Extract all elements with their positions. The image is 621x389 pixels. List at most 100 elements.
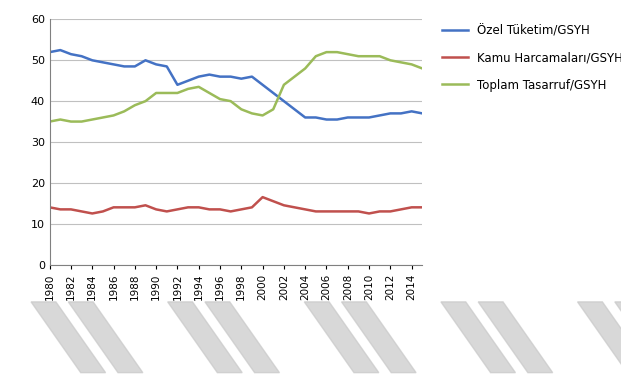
- Toplam Tasarruf/GSYH: [78, 119, 85, 124]
- Polygon shape: [68, 302, 143, 373]
- Kamu Harcamaları/GSYH: [216, 207, 224, 212]
- Polygon shape: [478, 302, 553, 373]
- Toplam Tasarruf/GSYH: [46, 119, 53, 124]
- Özel Tüketim/GSYH: [291, 107, 298, 112]
- Kamu Harcamaları/GSYH: [270, 199, 277, 203]
- Özel Tüketim/GSYH: [408, 109, 415, 114]
- Özel Tüketim/GSYH: [78, 54, 85, 59]
- Özel Tüketim/GSYH: [259, 82, 266, 87]
- Kamu Harcamaları/GSYH: [355, 209, 362, 214]
- Toplam Tasarruf/GSYH: [323, 50, 330, 54]
- Kamu Harcamaları/GSYH: [120, 205, 128, 210]
- Kamu Harcamaları/GSYH: [206, 207, 213, 212]
- Toplam Tasarruf/GSYH: [238, 107, 245, 112]
- Özel Tüketim/GSYH: [248, 74, 256, 79]
- Line: Kamu Harcamaları/GSYH: Kamu Harcamaları/GSYH: [50, 197, 422, 214]
- Polygon shape: [205, 302, 279, 373]
- Kamu Harcamaları/GSYH: [89, 211, 96, 216]
- Kamu Harcamaları/GSYH: [99, 209, 107, 214]
- Kamu Harcamaları/GSYH: [301, 207, 309, 212]
- Kamu Harcamaları/GSYH: [142, 203, 149, 208]
- Toplam Tasarruf/GSYH: [227, 99, 234, 103]
- Toplam Tasarruf/GSYH: [174, 91, 181, 95]
- Kamu Harcamaları/GSYH: [312, 209, 320, 214]
- Kamu Harcamaları/GSYH: [344, 209, 351, 214]
- Kamu Harcamaları/GSYH: [397, 207, 405, 212]
- Polygon shape: [578, 302, 621, 373]
- Kamu Harcamaları/GSYH: [110, 205, 117, 210]
- Toplam Tasarruf/GSYH: [259, 113, 266, 118]
- Özel Tüketim/GSYH: [333, 117, 341, 122]
- Özel Tüketim/GSYH: [99, 60, 107, 65]
- Polygon shape: [31, 302, 106, 373]
- Kamu Harcamaları/GSYH: [248, 205, 256, 210]
- Özel Tüketim/GSYH: [365, 115, 373, 120]
- Toplam Tasarruf/GSYH: [163, 91, 171, 95]
- Özel Tüketim/GSYH: [301, 115, 309, 120]
- Polygon shape: [441, 302, 515, 373]
- Polygon shape: [615, 302, 621, 373]
- Özel Tüketim/GSYH: [89, 58, 96, 63]
- Özel Tüketim/GSYH: [344, 115, 351, 120]
- Özel Tüketim/GSYH: [387, 111, 394, 116]
- Kamu Harcamaları/GSYH: [291, 205, 298, 210]
- Toplam Tasarruf/GSYH: [206, 91, 213, 95]
- Özel Tüketim/GSYH: [312, 115, 320, 120]
- Toplam Tasarruf/GSYH: [57, 117, 64, 122]
- Toplam Tasarruf/GSYH: [312, 54, 320, 59]
- Kamu Harcamaları/GSYH: [152, 207, 160, 212]
- Özel Tüketim/GSYH: [163, 64, 171, 69]
- Toplam Tasarruf/GSYH: [131, 103, 138, 108]
- Kamu Harcamaları/GSYH: [365, 211, 373, 216]
- Kamu Harcamaları/GSYH: [323, 209, 330, 214]
- Özel Tüketim/GSYH: [142, 58, 149, 63]
- Kamu Harcamaları/GSYH: [174, 207, 181, 212]
- Kamu Harcamaları/GSYH: [333, 209, 341, 214]
- Toplam Tasarruf/GSYH: [89, 117, 96, 122]
- Toplam Tasarruf/GSYH: [195, 84, 202, 89]
- Polygon shape: [342, 302, 416, 373]
- Özel Tüketim/GSYH: [120, 64, 128, 69]
- Polygon shape: [304, 302, 379, 373]
- Kamu Harcamaları/GSYH: [259, 195, 266, 200]
- Kamu Harcamaları/GSYH: [131, 205, 138, 210]
- Toplam Tasarruf/GSYH: [408, 62, 415, 67]
- Toplam Tasarruf/GSYH: [120, 109, 128, 114]
- Kamu Harcamaları/GSYH: [163, 209, 171, 214]
- Toplam Tasarruf/GSYH: [376, 54, 383, 59]
- Toplam Tasarruf/GSYH: [142, 99, 149, 103]
- Toplam Tasarruf/GSYH: [110, 113, 117, 118]
- Özel Tüketim/GSYH: [216, 74, 224, 79]
- Toplam Tasarruf/GSYH: [291, 74, 298, 79]
- Özel Tüketim/GSYH: [238, 76, 245, 81]
- Özel Tüketim/GSYH: [110, 62, 117, 67]
- Toplam Tasarruf/GSYH: [280, 82, 288, 87]
- Kamu Harcamaları/GSYH: [376, 209, 383, 214]
- Özel Tüketim/GSYH: [46, 50, 53, 54]
- Özel Tüketim/GSYH: [174, 82, 181, 87]
- Kamu Harcamaları/GSYH: [408, 205, 415, 210]
- Polygon shape: [168, 302, 242, 373]
- Özel Tüketim/GSYH: [57, 48, 64, 53]
- Kamu Harcamaları/GSYH: [57, 207, 64, 212]
- Kamu Harcamaları/GSYH: [227, 209, 234, 214]
- Özel Tüketim/GSYH: [270, 91, 277, 95]
- Toplam Tasarruf/GSYH: [397, 60, 405, 65]
- Line: Toplam Tasarruf/GSYH: Toplam Tasarruf/GSYH: [50, 52, 422, 122]
- Kamu Harcamaları/GSYH: [419, 205, 426, 210]
- Legend: Özel Tüketim/GSYH, Kamu Harcamaları/GSYH, Toplam Tasarruf/GSYH: Özel Tüketim/GSYH, Kamu Harcamaları/GSYH…: [437, 19, 621, 96]
- Özel Tüketim/GSYH: [419, 111, 426, 116]
- Toplam Tasarruf/GSYH: [355, 54, 362, 59]
- Toplam Tasarruf/GSYH: [248, 111, 256, 116]
- Toplam Tasarruf/GSYH: [387, 58, 394, 63]
- Line: Özel Tüketim/GSYH: Özel Tüketim/GSYH: [50, 50, 422, 119]
- Kamu Harcamaları/GSYH: [46, 205, 53, 210]
- Toplam Tasarruf/GSYH: [270, 107, 277, 112]
- Özel Tüketim/GSYH: [206, 72, 213, 77]
- Özel Tüketim/GSYH: [323, 117, 330, 122]
- Özel Tüketim/GSYH: [376, 113, 383, 118]
- Kamu Harcamaları/GSYH: [78, 209, 85, 214]
- Toplam Tasarruf/GSYH: [216, 97, 224, 102]
- Kamu Harcamaları/GSYH: [67, 207, 75, 212]
- Özel Tüketim/GSYH: [131, 64, 138, 69]
